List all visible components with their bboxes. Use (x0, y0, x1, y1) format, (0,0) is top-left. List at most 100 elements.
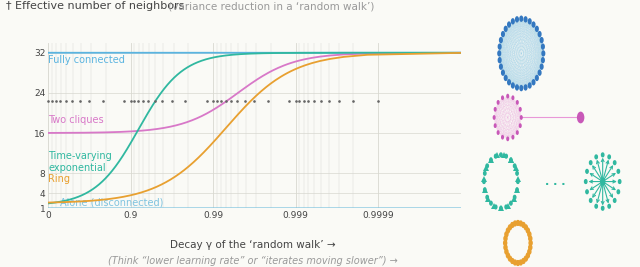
Circle shape (614, 161, 616, 164)
Circle shape (486, 195, 488, 199)
Text: Ring: Ring (49, 174, 70, 184)
Point (239, 208, 250, 212)
Circle shape (528, 82, 532, 89)
Circle shape (513, 195, 516, 199)
Circle shape (524, 225, 527, 230)
Text: (variance reduction in a ‘random walk’): (variance reduction in a ‘random walk’) (165, 1, 374, 11)
Circle shape (520, 115, 523, 120)
Circle shape (504, 236, 507, 241)
Circle shape (601, 178, 605, 185)
Circle shape (516, 171, 518, 175)
Circle shape (490, 158, 492, 162)
Circle shape (608, 204, 611, 208)
Point (208, 208, 218, 212)
Point (348, 208, 358, 212)
Circle shape (509, 158, 512, 162)
Text: Alone (disconnected): Alone (disconnected) (60, 197, 163, 207)
Point (323, 208, 333, 212)
Point (61, 208, 71, 212)
Circle shape (589, 199, 592, 202)
Circle shape (529, 236, 532, 241)
Circle shape (484, 171, 486, 175)
Circle shape (528, 249, 531, 254)
Circle shape (513, 260, 516, 265)
Circle shape (497, 100, 500, 105)
Circle shape (540, 37, 544, 43)
Circle shape (506, 136, 509, 141)
Circle shape (519, 15, 524, 22)
Circle shape (541, 44, 545, 50)
Circle shape (528, 18, 532, 25)
Point (74, 208, 84, 212)
Circle shape (504, 241, 507, 245)
Circle shape (497, 50, 501, 57)
Point (129, 208, 140, 212)
Circle shape (531, 79, 536, 85)
Circle shape (618, 180, 621, 183)
Circle shape (498, 57, 502, 63)
Circle shape (519, 123, 522, 128)
Circle shape (528, 232, 531, 237)
Circle shape (505, 154, 508, 158)
Point (299, 208, 309, 212)
Circle shape (506, 94, 509, 99)
Circle shape (497, 130, 500, 135)
Circle shape (529, 241, 532, 245)
Point (55, 208, 65, 212)
Circle shape (493, 123, 497, 128)
Circle shape (511, 82, 515, 89)
Circle shape (531, 21, 536, 28)
Circle shape (519, 221, 522, 226)
Circle shape (483, 180, 485, 183)
Circle shape (505, 205, 508, 209)
Circle shape (516, 221, 520, 225)
Point (373, 208, 383, 212)
Circle shape (506, 253, 509, 258)
Circle shape (586, 190, 588, 194)
Point (333, 208, 344, 212)
Text: . . .: . . . (545, 176, 566, 187)
Point (316, 208, 326, 212)
Point (220, 208, 230, 212)
Circle shape (484, 188, 486, 192)
Circle shape (602, 153, 604, 157)
Circle shape (499, 37, 503, 43)
Circle shape (524, 256, 527, 261)
Text: Decay γ of the ‘random walk’ →: Decay γ of the ‘random walk’ → (170, 240, 335, 250)
Point (43, 208, 53, 212)
Circle shape (516, 130, 519, 135)
Circle shape (511, 135, 515, 140)
Circle shape (519, 85, 524, 91)
Circle shape (515, 84, 519, 91)
Point (150, 208, 160, 212)
Point (232, 208, 243, 212)
Point (180, 208, 190, 212)
Point (119, 208, 129, 212)
Circle shape (522, 259, 525, 264)
Circle shape (513, 221, 516, 226)
Text: † Effective number of neighbors: † Effective number of neighbors (6, 1, 185, 11)
Point (97, 208, 108, 212)
Point (84, 208, 95, 212)
Circle shape (515, 16, 519, 22)
Point (157, 208, 167, 212)
Point (51, 208, 61, 212)
Circle shape (608, 155, 611, 159)
Circle shape (595, 155, 597, 159)
Point (226, 208, 236, 212)
Circle shape (526, 228, 529, 233)
Circle shape (493, 107, 497, 112)
Circle shape (500, 206, 502, 210)
Circle shape (486, 164, 488, 168)
Circle shape (500, 153, 502, 157)
Point (303, 208, 314, 212)
Circle shape (505, 249, 508, 254)
Circle shape (535, 26, 539, 32)
Circle shape (511, 18, 515, 25)
Circle shape (508, 225, 511, 230)
Circle shape (524, 84, 527, 91)
Circle shape (602, 206, 604, 210)
Circle shape (595, 204, 597, 208)
Circle shape (498, 44, 502, 50)
Circle shape (516, 100, 519, 105)
